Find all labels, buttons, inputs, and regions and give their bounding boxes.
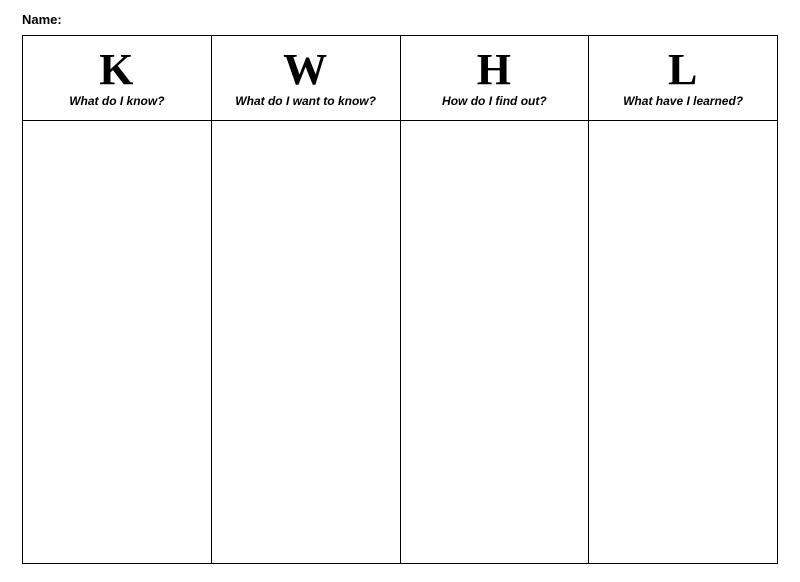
subheading-h: How do I find out? [405,94,585,108]
writing-cell-w [211,121,400,564]
writing-row [23,121,778,564]
letter-k: K [27,48,207,92]
header-row: K What do I know? W What do I want to kn… [23,36,778,121]
writing-cell-h [400,121,589,564]
subheading-w: What do I want to know? [216,94,396,108]
writing-cell-l [589,121,778,564]
header-cell-w: W What do I want to know? [211,36,400,121]
letter-h: H [405,48,585,92]
name-label: Name: [22,12,778,27]
letter-w: W [216,48,396,92]
header-cell-h: H How do I find out? [400,36,589,121]
subheading-k: What do I know? [27,94,207,108]
subheading-l: What have I learned? [593,94,773,108]
writing-cell-k [23,121,212,564]
worksheet-page: Name: K What do I know? W What do I want… [0,0,800,582]
kwhl-table: K What do I know? W What do I want to kn… [22,35,778,564]
letter-l: L [593,48,773,92]
header-cell-l: L What have I learned? [589,36,778,121]
header-cell-k: K What do I know? [23,36,212,121]
